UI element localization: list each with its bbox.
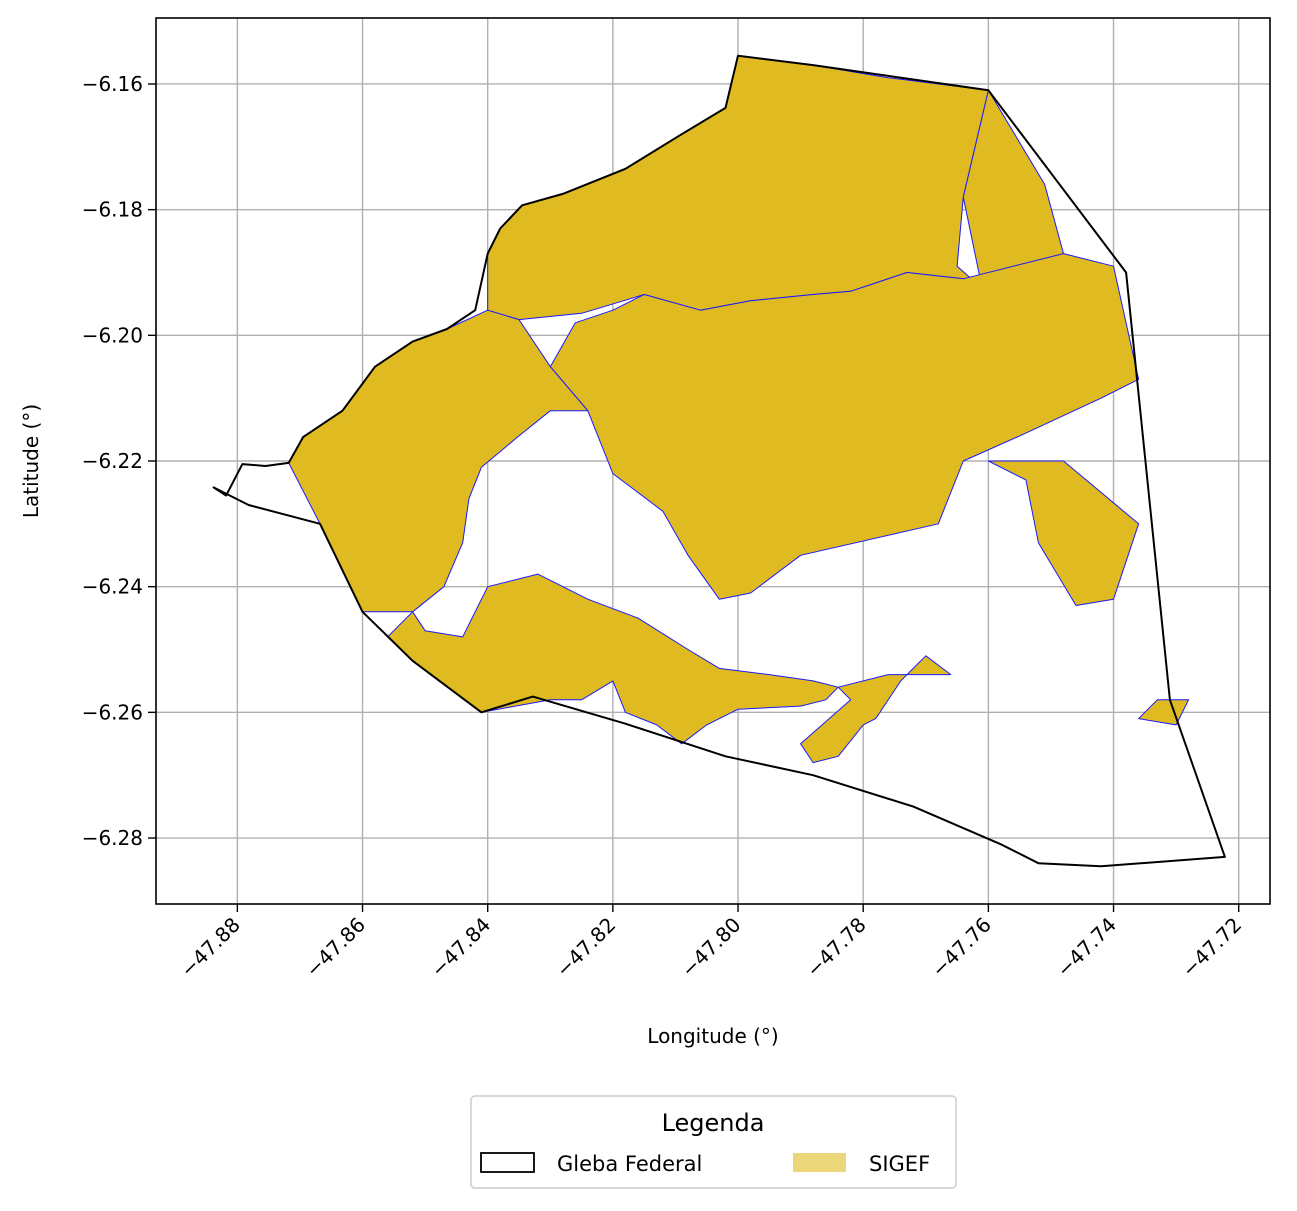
sigef-parcel [987,460,1140,606]
sigef-parcel [387,573,839,745]
sigef-parcel [1138,699,1190,726]
y-tick-label: −6.26 [82,700,143,724]
sigef-parcels [288,55,1190,764]
y-tick-label: −6.22 [82,449,143,473]
x-tick-label: −47.74 [1052,913,1121,982]
y-tick-label: −6.24 [82,575,143,599]
x-tick-label: −47.86 [301,913,370,982]
legend-swatch-gleba [480,1152,535,1173]
y-axis-label: Latitude (°) [19,404,43,518]
x-tick-label: −47.80 [676,913,745,982]
y-tick-label: −6.16 [82,72,143,96]
sigef-parcel [800,655,952,764]
legend-title: Legenda [662,1109,765,1137]
legend: Legenda Gleba Federal SIGEF [470,1095,957,1189]
y-axis-ticks: −6.16 −6.18 −6.20 −6.22 −6.24 −6.26 −6.28 [82,72,156,850]
x-tick-label: −47.84 [426,913,495,982]
x-axis-label: Longitude (°) [647,1024,778,1048]
gleba-federal-outline [212,54,1226,868]
x-tick-label: −47.76 [927,913,996,982]
x-tick-label: −47.72 [1177,913,1246,982]
y-tick-label: −6.18 [82,198,143,222]
x-tick-label: −47.78 [801,913,870,982]
x-tick-label: −47.82 [551,913,620,982]
y-tick-label: −6.20 [82,323,143,347]
x-tick-label: −47.88 [176,913,245,982]
gleba-federal-boundary [212,54,1226,868]
x-axis-ticks: −47.88 −47.86 −47.84 −47.82 −47.80 −47.78 −47.… [176,904,1246,982]
legend-swatch-sigef [793,1153,846,1172]
legend-label-gleba: Gleba Federal [557,1152,702,1176]
y-tick-label: −6.28 [82,826,143,850]
legend-label-sigef: SIGEF [869,1152,930,1176]
